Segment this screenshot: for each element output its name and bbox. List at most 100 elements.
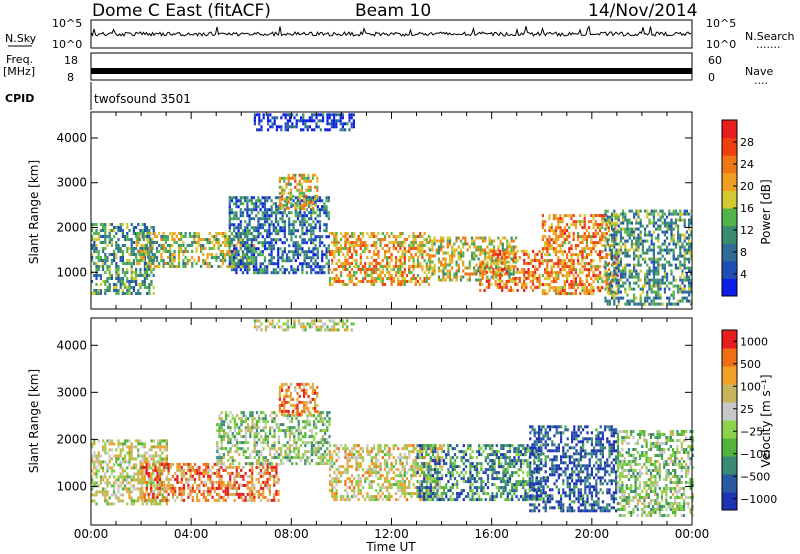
echo-cell [121,259,124,262]
echo-cell [574,292,577,296]
echo-cell [246,199,249,203]
echo-cell [296,188,299,192]
echo-cell [652,221,655,225]
echo-cell [177,253,181,256]
echo-cell [408,259,411,262]
echo-cell [361,244,365,247]
echo-cell [146,277,149,280]
echo-cell [239,247,242,251]
echo-cell [195,235,198,238]
echo-cell [248,495,252,499]
echo-cell [622,266,625,270]
echo-cell [279,217,282,221]
echo-cell [130,292,133,295]
echo-cell [135,466,138,470]
echo-cell [494,261,497,265]
echo-cell [305,176,308,180]
echo-cell [150,496,153,500]
echo-cell [559,226,562,230]
echo-cell [198,483,201,487]
echo-cell [590,235,593,239]
echo-cell [91,454,94,458]
echo-cell [403,238,406,241]
echo-cell [248,214,251,218]
echo-cell [157,439,160,443]
echo-cell [102,223,105,226]
echo-cell [113,502,116,506]
echo-cell [529,261,532,265]
echo-cell [296,244,300,248]
echo-cell [220,459,223,463]
echo-cell [259,199,262,203]
echo-cell [561,286,564,290]
echo-cell [106,490,109,494]
echo-cell [230,250,234,254]
echo-cell [503,267,506,271]
echo-cell [646,269,649,273]
echo-cell [421,253,424,256]
echo-cell [250,217,253,221]
echo-cell [464,236,467,240]
echo-cell [386,232,389,235]
echo-cell [162,259,165,262]
echo-cell [241,214,245,218]
echo-cell [590,283,593,287]
echo-cell [552,277,555,281]
echo-cell [399,262,402,265]
echo-cell [268,217,271,221]
echo-cell [115,244,118,247]
echo-cell [394,238,398,241]
echo-cell [397,235,400,238]
echo-cell [257,465,260,469]
echo-cell [281,176,284,180]
echo-cell [286,119,289,123]
echo-cell [150,271,153,274]
echo-cell [128,286,131,289]
echo-cell [93,241,96,244]
echo-cell [490,270,493,274]
echo-cell [299,202,302,206]
echo-cell [596,268,599,272]
echo-cell [140,256,143,259]
echo-cell [659,278,662,282]
echo-cell [148,238,151,241]
echo-cell [421,250,424,253]
echo-cell [648,269,651,273]
echo-cell [583,238,586,242]
echo-cell [196,471,199,475]
echo-cell [233,474,236,478]
echo-cell [119,226,122,229]
echo-cell [285,185,288,189]
echo-cell [130,286,133,289]
echo-cell [306,119,309,123]
echo-cell [613,236,616,240]
echo-cell [604,218,607,222]
echo-cell [195,241,198,244]
echo-cell [566,235,569,239]
echo-cell [91,478,94,482]
echo-cell [688,227,691,231]
echo-cell [174,471,177,475]
echo-cell [353,265,356,268]
echo-cell [189,489,192,493]
echo-cell [552,271,555,275]
echo-cell [550,268,553,272]
echo-cell [152,462,155,466]
echo-cell [128,490,131,494]
echo-cell [622,215,625,219]
echo-cell [237,250,240,253]
echo-cell [244,268,247,272]
echo-cell [143,499,146,503]
echo-cell [604,266,607,270]
y-tick-label: 2000 [56,221,87,235]
echo-cell [173,250,176,253]
echo-cell [431,254,434,258]
echo-cell [386,256,389,259]
echo-cell [208,241,211,244]
echo-cell [255,238,258,242]
echo-cell [679,245,682,249]
echo-cell [262,495,265,499]
echo-cell [316,179,319,183]
echo-cell [301,262,304,266]
echo-cell [401,232,404,235]
